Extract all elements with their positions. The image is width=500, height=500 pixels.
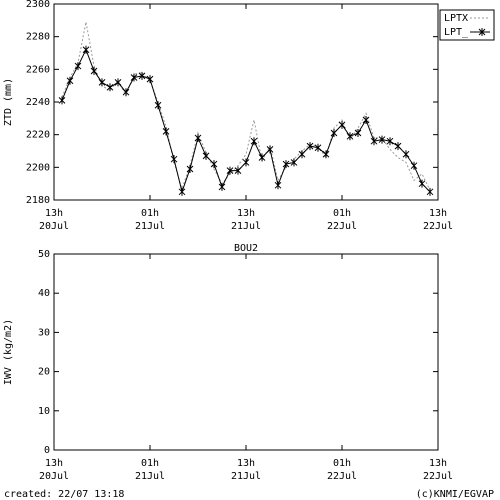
data-point — [426, 187, 434, 196]
data-point — [82, 45, 90, 54]
x-tick-label: 13h — [45, 208, 63, 219]
data-point — [226, 166, 234, 175]
x-tick-label: 13h — [45, 458, 63, 469]
y-tick-label: 2280 — [26, 32, 50, 43]
legend-marker — [478, 28, 486, 36]
y-axis-label: ZTD (mm) — [3, 78, 14, 126]
y-tick-label: 2220 — [26, 130, 50, 141]
data-point — [234, 166, 242, 175]
data-point — [138, 71, 146, 80]
x-tick-label: 13h — [237, 208, 255, 219]
data-point — [378, 135, 386, 144]
data-point — [266, 145, 274, 154]
data-point — [130, 73, 138, 82]
x-tick-label: 13h — [237, 458, 255, 469]
y-tick-label: 2240 — [26, 97, 50, 108]
legend-box — [439, 9, 495, 41]
data-point — [98, 78, 106, 87]
x-tick-date: 21Jul — [135, 471, 165, 482]
y-tick-label: 20 — [38, 367, 50, 378]
data-point — [418, 179, 426, 188]
footer-created: created: 22/07 13:18 — [4, 489, 124, 500]
chart-title: BOU2 — [234, 243, 258, 254]
footer-copyright: (c)KNMI/EGVAP — [416, 489, 494, 500]
data-point — [106, 83, 114, 92]
data-point — [250, 137, 258, 146]
data-point — [194, 133, 202, 142]
x-tick-date: 22Jul — [423, 471, 453, 482]
data-point — [114, 78, 122, 87]
y-tick-label: 50 — [38, 249, 50, 260]
plot-frame — [53, 3, 439, 201]
x-tick-date: 21Jul — [231, 471, 261, 482]
x-tick-date: 22Jul — [327, 471, 357, 482]
y-tick-label: 40 — [38, 288, 50, 299]
data-point — [186, 164, 194, 173]
x-tick-label: 01h — [333, 208, 351, 219]
y-tick-label: 2180 — [26, 195, 50, 206]
data-point — [258, 153, 266, 162]
data-point — [154, 101, 162, 110]
plot-frame — [53, 253, 439, 451]
y-tick-label: 10 — [38, 406, 50, 417]
data-point — [178, 187, 186, 196]
data-point — [58, 96, 66, 105]
data-point — [90, 66, 98, 75]
data-point — [322, 150, 330, 159]
y-axis-label: IWV (kg/m2) — [3, 319, 14, 385]
y-tick-label: 2300 — [26, 0, 50, 10]
data-point — [402, 150, 410, 159]
x-tick-date: 22Jul — [327, 221, 357, 232]
data-point — [306, 142, 314, 151]
data-point — [282, 160, 290, 169]
data-point — [146, 75, 154, 84]
data-point — [170, 155, 178, 164]
series-line — [61, 48, 431, 194]
data-point — [202, 151, 210, 160]
data-point — [290, 158, 298, 167]
x-tick-label: 13h — [429, 458, 447, 469]
x-tick-label: 13h — [429, 208, 447, 219]
data-point — [242, 158, 250, 167]
data-point — [298, 150, 306, 159]
x-tick-date: 20Jul — [39, 221, 69, 232]
series-line — [61, 21, 431, 191]
y-tick-label: 0 — [44, 445, 50, 456]
data-point — [386, 137, 394, 146]
x-tick-date: 21Jul — [231, 221, 261, 232]
x-tick-label: 01h — [141, 458, 159, 469]
data-point — [370, 137, 378, 146]
data-point — [330, 129, 338, 138]
legend-label: LPT_ — [444, 27, 469, 38]
y-tick-label: 2260 — [26, 64, 50, 75]
data-point — [218, 182, 226, 191]
data-point — [338, 120, 346, 129]
x-tick-date: 22Jul — [423, 221, 453, 232]
data-point — [122, 88, 130, 97]
data-point — [162, 127, 170, 136]
data-point — [410, 161, 418, 170]
data-point — [74, 62, 82, 71]
x-tick-label: 01h — [333, 458, 351, 469]
data-point — [314, 143, 322, 152]
x-tick-label: 01h — [141, 208, 159, 219]
data-point — [346, 132, 354, 141]
x-tick-date: 20Jul — [39, 471, 69, 482]
x-tick-date: 21Jul — [135, 221, 165, 232]
data-point — [210, 160, 218, 169]
data-point — [66, 76, 74, 85]
data-point — [274, 181, 282, 190]
data-point — [354, 129, 362, 138]
data-point — [362, 115, 370, 124]
y-tick-label: 2200 — [26, 162, 50, 173]
data-point — [394, 142, 402, 151]
legend-label: LPTX — [444, 13, 468, 24]
y-tick-label: 30 — [38, 327, 50, 338]
